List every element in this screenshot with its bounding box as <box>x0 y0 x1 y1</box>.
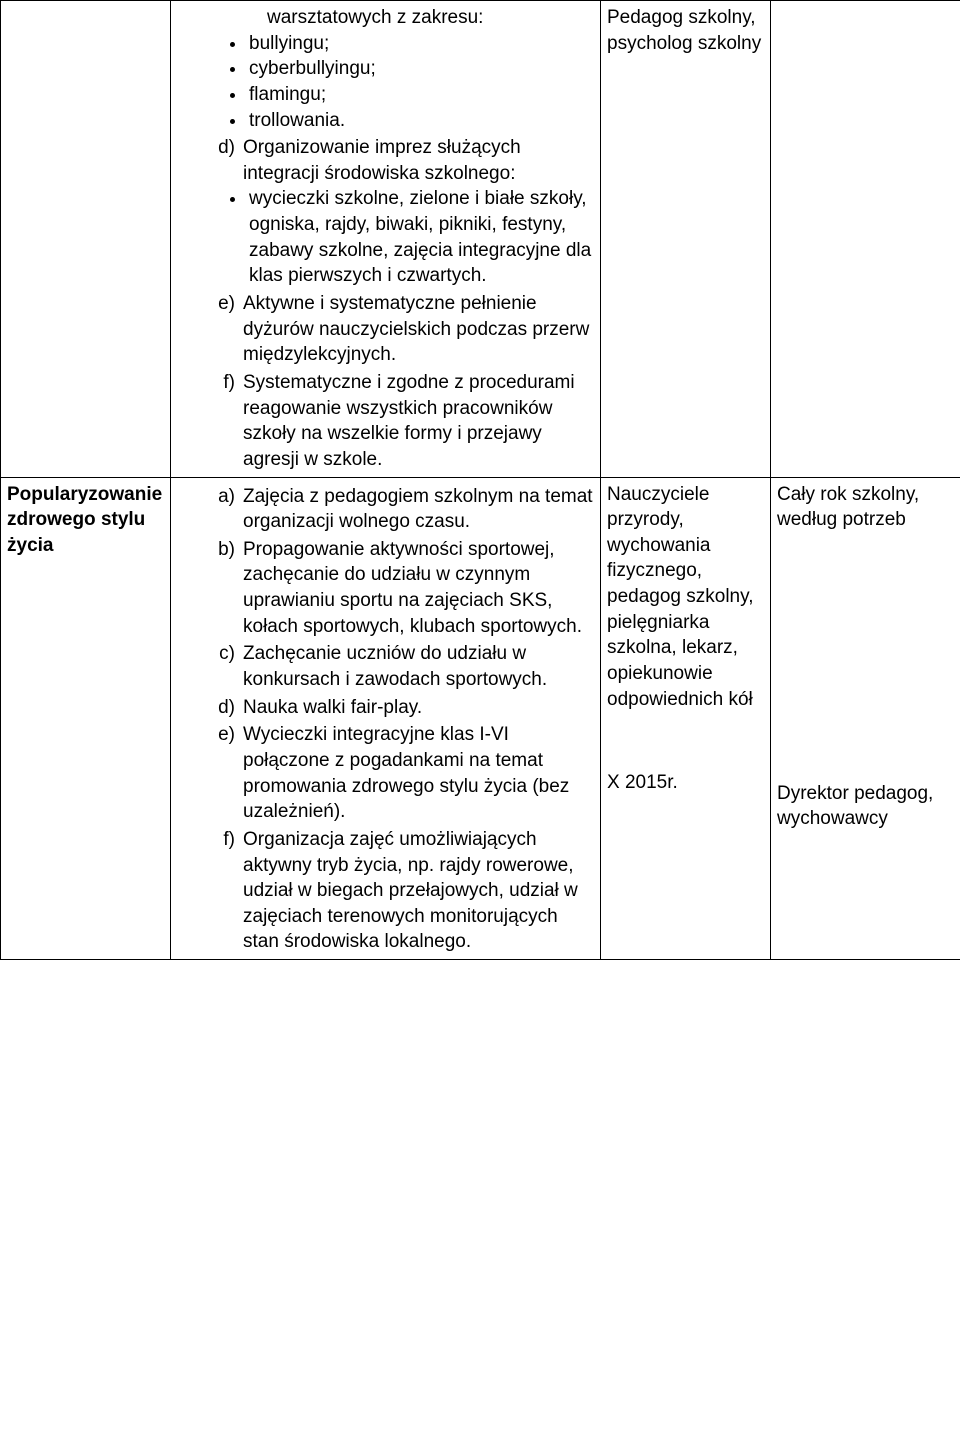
lettered-item: e) Aktywne i systematyczne pełnienie dyż… <box>177 291 594 368</box>
lettered-item: f) Systematyczne i zgodne z procedurami … <box>177 370 594 473</box>
timing-cell <box>771 1 960 478</box>
item-text: Wycieczki integracyjne klas I-VI połączo… <box>243 722 594 825</box>
list-item: trollowania. <box>247 108 594 134</box>
item-text: Systematyczne i zgodne z procedurami rea… <box>243 370 594 473</box>
list-item: wycieczki szkolne, zielone i białe szkoł… <box>247 186 594 289</box>
lettered-item: a) Zajęcia z pedagogiem szkolnym na tema… <box>177 484 594 535</box>
timing-text-1: Cały rok szkolny, według potrzeb <box>777 482 954 533</box>
list-item: cyberbullyingu; <box>247 56 594 82</box>
responsible-cell: Nauczyciele przyrody, wychowania fizyczn… <box>601 477 771 960</box>
item-marker: e) <box>177 722 243 825</box>
topic-label: Popularyzowanie zdrowego stylu życia <box>7 484 162 556</box>
item-text: Nauka walki fair-play. <box>243 695 594 721</box>
item-marker: d) <box>177 135 243 186</box>
intro-text: warsztatowych z zakresu: <box>177 5 594 31</box>
item-marker: d) <box>177 695 243 721</box>
lettered-item: c) Zachęcanie uczniów do udziału w konku… <box>177 641 594 692</box>
lettered-item: b) Propagowanie aktywności sportowej, za… <box>177 537 594 640</box>
lettered-item: e) Wycieczki integracyjne klas I-VI połą… <box>177 722 594 825</box>
item-text: Organizacja zajęć umożliwiających aktywn… <box>243 827 594 955</box>
item-marker: b) <box>177 537 243 640</box>
item-marker: c) <box>177 641 243 692</box>
item-text: Zajęcia z pedagogiem szkolnym na temat o… <box>243 484 594 535</box>
sub-bullet-list: wycieczki szkolne, zielone i białe szkoł… <box>177 186 594 289</box>
topic-cell: Popularyzowanie zdrowego stylu życia <box>1 477 171 960</box>
list-item: bullyingu; <box>247 31 594 57</box>
item-text: Organizowanie imprez służących integracj… <box>243 135 594 186</box>
program-table: warsztatowych z zakresu: bullyingu; cybe… <box>0 0 960 960</box>
list-item: flamingu; <box>247 82 594 108</box>
responsible-text: Pedagog szkolny, psycholog szkolny <box>607 5 764 56</box>
item-marker: f) <box>177 827 243 955</box>
responsible-text-2: X 2015r. <box>607 770 764 796</box>
item-text: Aktywne i systematyczne pełnienie dyżuró… <box>243 291 594 368</box>
item-marker: e) <box>177 291 243 368</box>
table-row: warsztatowych z zakresu: bullyingu; cybe… <box>1 1 960 478</box>
responsible-cell: Pedagog szkolny, psycholog szkolny <box>601 1 771 478</box>
responsible-text-1: Nauczyciele przyrody, wychowania fizyczn… <box>607 482 764 713</box>
item-marker: a) <box>177 484 243 535</box>
lettered-item: d) Organizowanie imprez służących integr… <box>177 135 594 186</box>
activities-cell: warsztatowych z zakresu: bullyingu; cybe… <box>171 1 601 478</box>
timing-text-2: Dyrektor pedagog, wychowawcy <box>777 781 954 832</box>
lettered-item: d) Nauka walki fair-play. <box>177 695 594 721</box>
topic-cell <box>1 1 171 478</box>
item-marker: f) <box>177 370 243 473</box>
table-row: Popularyzowanie zdrowego stylu życia a) … <box>1 477 960 960</box>
item-text: Propagowanie aktywności sportowej, zachę… <box>243 537 594 640</box>
timing-cell: Cały rok szkolny, według potrzeb Dyrekto… <box>771 477 960 960</box>
lettered-item: f) Organizacja zajęć umożliwiających akt… <box>177 827 594 955</box>
bullet-list: bullyingu; cyberbullyingu; flamingu; tro… <box>177 31 594 134</box>
item-text: Zachęcanie uczniów do udziału w konkursa… <box>243 641 594 692</box>
activities-cell: a) Zajęcia z pedagogiem szkolnym na tema… <box>171 477 601 960</box>
